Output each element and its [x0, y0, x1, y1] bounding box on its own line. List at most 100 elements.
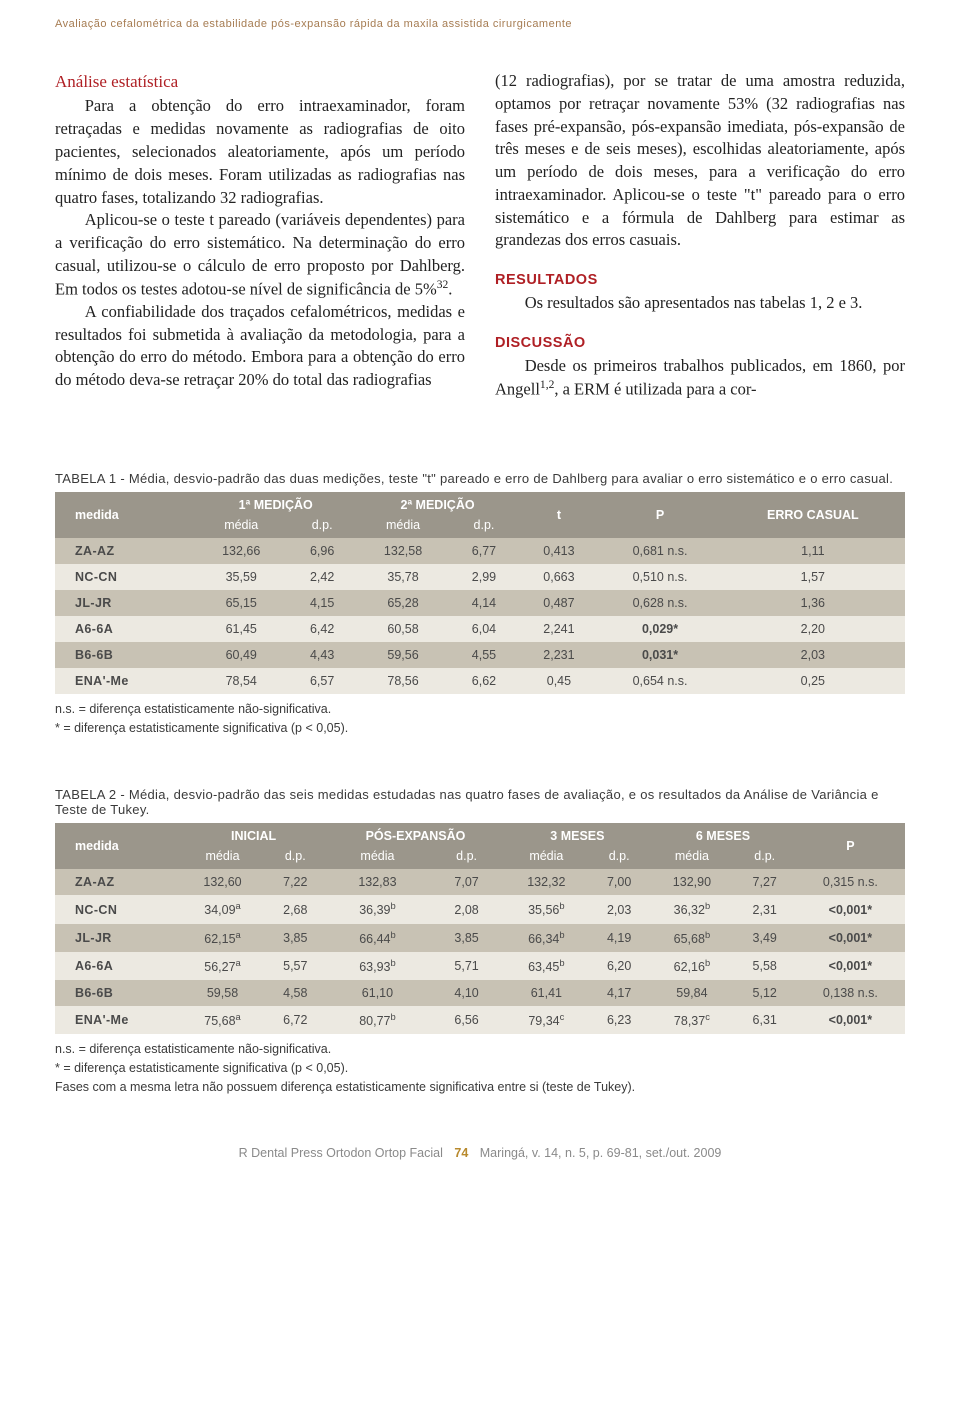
table-2-footnote: n.s. = diferença estatisticamente não-si…: [55, 1040, 905, 1096]
table-cell: 4,43: [288, 642, 357, 668]
table-cell: 3,85: [264, 924, 326, 952]
table-cell: 132,58: [357, 538, 450, 564]
table-cell: 2,231: [518, 642, 599, 668]
table-cell: 80,77b: [326, 1006, 428, 1034]
table-cell: 34,09a: [181, 895, 264, 923]
table-cell: 78,37c: [650, 1006, 733, 1034]
table-cell: <0,001*: [796, 895, 905, 923]
table-cell: 65,28: [357, 590, 450, 616]
table-cell: 60,49: [195, 642, 288, 668]
table-cell: 0,681 n.s.: [599, 538, 720, 564]
table-row: B6-6B60,494,4359,564,552,2310,031*2,03: [55, 642, 905, 668]
table-cell: 6,96: [288, 538, 357, 564]
table-cell: 6,77: [449, 538, 518, 564]
table-cell: 78,56: [357, 668, 450, 694]
table-row: A6-6A61,456,4260,586,042,2410,029*2,20: [55, 616, 905, 642]
table-2: medida INICIAL PÓS-EXPANSÃO 3 MESES 6 ME…: [55, 823, 905, 1034]
para-results: Os resultados são apresentados nas tabel…: [495, 292, 905, 315]
table-cell: 0,031*: [599, 642, 720, 668]
th-p: P: [599, 492, 720, 538]
table-cell: 132,90: [650, 869, 733, 895]
two-column-text: Análise estatística Para a obtenção do e…: [55, 70, 905, 401]
table-cell: JL-JR: [55, 924, 181, 952]
table-cell: 2,68: [264, 895, 326, 923]
results-heading: RESULTADOS: [495, 270, 905, 290]
th-sub: d.p.: [288, 518, 357, 538]
table-2-body: ZA-AZ132,607,22132,837,07132,327,00132,9…: [55, 869, 905, 1034]
para-left-3: A confiabilidade dos traçados cefalométr…: [55, 301, 465, 392]
table-cell: 6,23: [588, 1006, 650, 1034]
table-cell: 2,08: [429, 895, 505, 923]
table-cell: 2,241: [518, 616, 599, 642]
citation-32: 32: [437, 279, 449, 291]
para-left-1: Para a obtenção do erro intraexaminador,…: [55, 95, 465, 209]
table-cell: 62,16b: [650, 952, 733, 980]
column-left: Análise estatística Para a obtenção do e…: [55, 70, 465, 401]
table-cell: 0,487: [518, 590, 599, 616]
table-1: medida 1ª MEDIÇÃO 2ª MEDIÇÃO t P ERRO CA…: [55, 492, 905, 694]
th-sub: d.p.: [734, 849, 796, 869]
table-cell: 4,19: [588, 924, 650, 952]
th-sub: média: [181, 849, 264, 869]
table-cell: 4,14: [449, 590, 518, 616]
table-cell: 6,72: [264, 1006, 326, 1034]
table-cell: 7,27: [734, 869, 796, 895]
th-6m: 6 MESES: [650, 823, 796, 849]
table-cell: 0,138 n.s.: [796, 980, 905, 1006]
footer-journal: R Dental Press Ortodon Ortop Facial: [239, 1146, 443, 1160]
table-row: A6-6A56,27a5,5763,93b5,7163,45b6,2062,16…: [55, 952, 905, 980]
table-cell: 6,31: [734, 1006, 796, 1034]
table-cell: 0,628 n.s.: [599, 590, 720, 616]
table-cell: ZA-AZ: [55, 869, 181, 895]
table-cell: 7,22: [264, 869, 326, 895]
table-cell: <0,001*: [796, 1006, 905, 1034]
table-cell: A6-6A: [55, 616, 195, 642]
table-1-caption: TABELA 1 - Média, desvio-padrão das duas…: [55, 471, 905, 486]
table-cell: 2,42: [288, 564, 357, 590]
th-t: t: [518, 492, 599, 538]
table-cell: ENA'-Me: [55, 1006, 181, 1034]
th-erro: ERRO CASUAL: [721, 492, 905, 538]
para-left-2: Aplicou-se o teste t pareado (variáveis …: [55, 209, 465, 301]
table-cell: NC-CN: [55, 564, 195, 590]
table-cell: 36,39b: [326, 895, 428, 923]
table-cell: 3,49: [734, 924, 796, 952]
table-1-head: medida 1ª MEDIÇÃO 2ª MEDIÇÃO t P ERRO CA…: [55, 492, 905, 538]
table-cell: 132,83: [326, 869, 428, 895]
table-1-footnote: n.s. = diferença estatisticamente não-si…: [55, 700, 905, 738]
table-cell: 63,45b: [505, 952, 588, 980]
table-cell: 78,54: [195, 668, 288, 694]
table-cell: 56,27a: [181, 952, 264, 980]
table-cell: 2,20: [721, 616, 905, 642]
citation-1-2: 1,2: [540, 379, 554, 391]
table-cell: 59,58: [181, 980, 264, 1006]
th-sub: d.p.: [588, 849, 650, 869]
footer-page-number: 74: [454, 1146, 468, 1160]
table-cell: 5,71: [429, 952, 505, 980]
page-footer: R Dental Press Ortodon Ortop Facial 74 M…: [55, 1146, 905, 1160]
th-sub: média: [357, 518, 450, 538]
table-cell: 5,57: [264, 952, 326, 980]
footer-issue: Maringá, v. 14, n. 5, p. 69-81, set./out…: [480, 1146, 722, 1160]
table-cell: 7,07: [429, 869, 505, 895]
table-cell: 65,15: [195, 590, 288, 616]
table-cell: <0,001*: [796, 952, 905, 980]
table-cell: 4,10: [429, 980, 505, 1006]
table-cell: 59,84: [650, 980, 733, 1006]
table-cell: 65,68b: [650, 924, 733, 952]
table-cell: JL-JR: [55, 590, 195, 616]
table-cell: 0,663: [518, 564, 599, 590]
th-p2: P: [796, 823, 905, 869]
table-cell: 4,15: [288, 590, 357, 616]
table-cell: 61,41: [505, 980, 588, 1006]
th-sub: d.p.: [429, 849, 505, 869]
table-cell: 132,66: [195, 538, 288, 564]
table-cell: 6,57: [288, 668, 357, 694]
discussion-heading: DISCUSSÃO: [495, 333, 905, 353]
table-cell: 75,68a: [181, 1006, 264, 1034]
table-cell: 0,413: [518, 538, 599, 564]
para-right-1: (12 radiografias), por se tratar de uma …: [495, 70, 905, 252]
table-2-block: TABELA 2 - Média, desvio-padrão das seis…: [55, 787, 905, 1096]
analysis-heading: Análise estatística: [55, 70, 465, 93]
th-sub: média: [505, 849, 588, 869]
